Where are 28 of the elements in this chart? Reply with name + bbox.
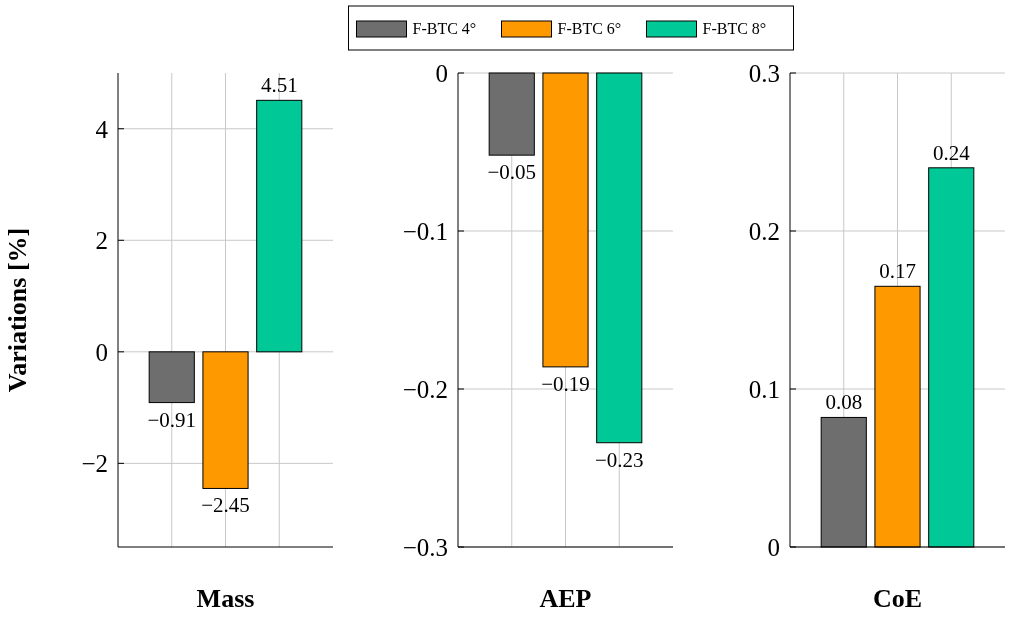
data-label: −2.45	[201, 493, 250, 518]
y-tick-label: 4	[95, 115, 109, 143]
data-label: −0.91	[147, 407, 197, 432]
y-tick-label: 0	[95, 338, 108, 366]
y-tick-label: 0.3	[748, 59, 780, 87]
y-tick-label: −0.3	[402, 533, 448, 561]
y-tick-label: −0.2	[402, 375, 448, 403]
x-axis-title: AEP	[539, 584, 592, 613]
data-label: −0.19	[541, 371, 590, 396]
data-label: 0.08	[825, 390, 863, 415]
y-tick-label: −0.1	[402, 217, 448, 245]
y-tick-label: 0.2	[748, 217, 780, 245]
y-tick-label: 0.1	[748, 375, 780, 403]
legend-label: F-BTC 8°	[702, 20, 767, 37]
legend-label: F-BTC 6°	[557, 20, 622, 37]
y-tick-label: 2	[95, 227, 108, 255]
data-label: −0.23	[594, 447, 644, 472]
x-axis-title: CoE	[872, 584, 923, 613]
y-axis-title: Variations [%]	[3, 227, 32, 393]
y-tick-label: 0	[435, 59, 448, 87]
legend-label: F-BTC 4°	[412, 20, 477, 37]
y-tick-label: −2	[81, 450, 108, 478]
data-label: 4.51	[260, 73, 298, 98]
y-tick-label: 0	[767, 533, 780, 561]
data-label: 0.17	[879, 259, 916, 284]
data-label: −0.05	[487, 160, 537, 185]
data-label: 0.24	[932, 140, 971, 165]
x-axis-title: Mass	[196, 584, 255, 613]
